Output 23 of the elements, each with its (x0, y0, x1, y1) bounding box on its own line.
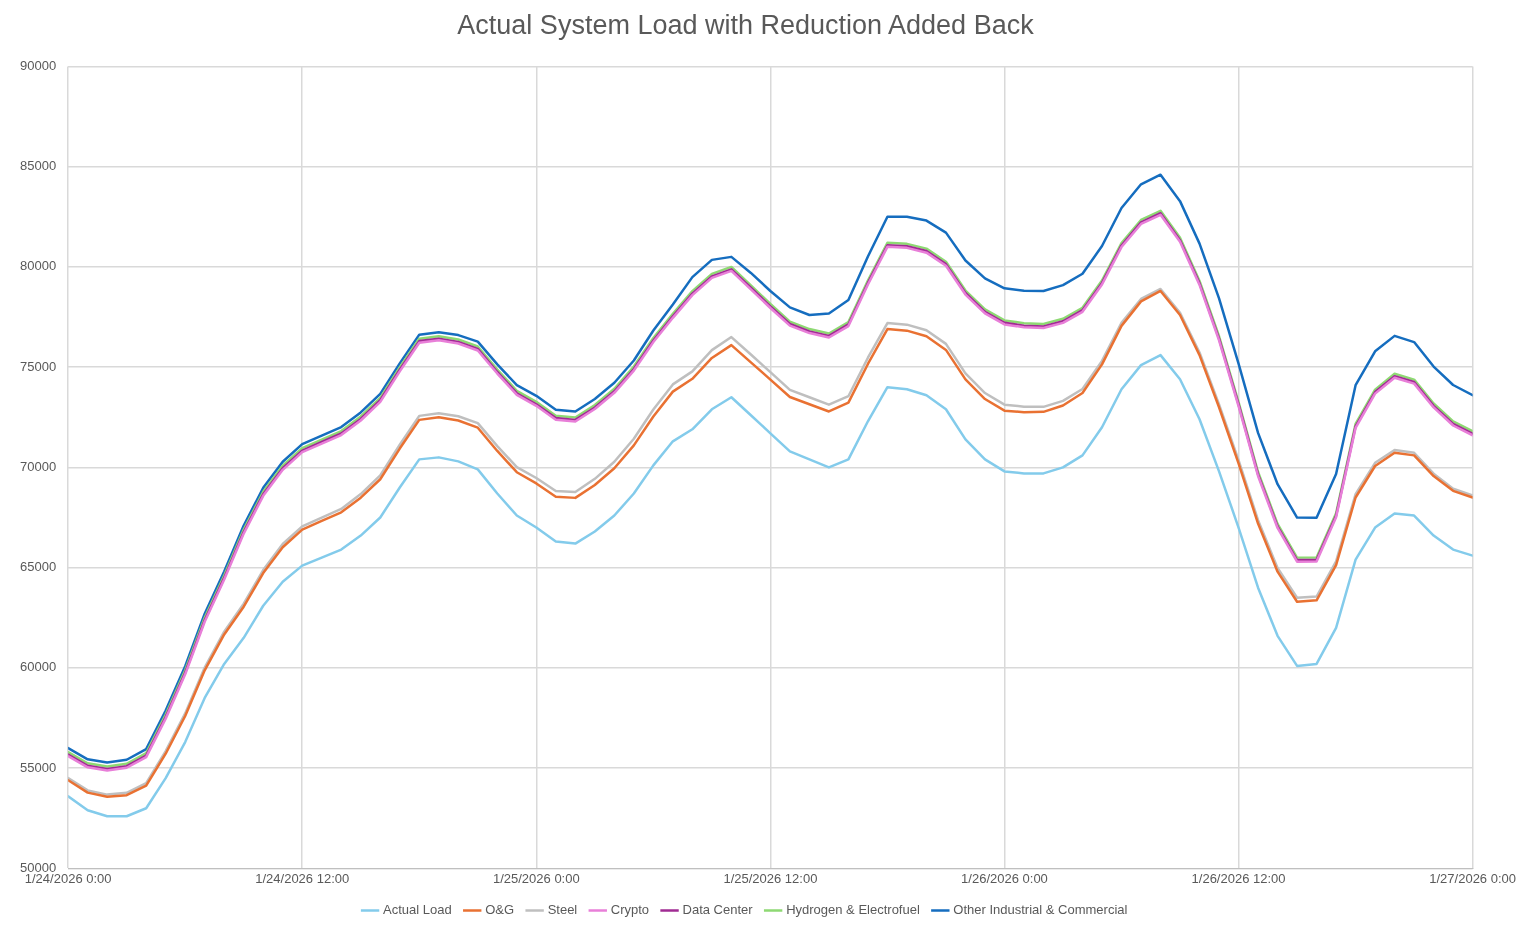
legend-label: Hydrogen & Electrofuel (786, 902, 920, 918)
legend-label: O&G (485, 902, 515, 918)
y-tick-label: 55000 (19, 759, 57, 775)
y-tick-label: 70000 (19, 458, 57, 474)
y-tick-label: 50000 (19, 859, 57, 875)
legend-label: Other Industrial & Commercial (953, 902, 1128, 918)
x-tick-label: 1/24/2026 12:00 (255, 870, 350, 886)
y-tick-label: 60000 (19, 659, 57, 675)
y-tick-label: 80000 (19, 258, 57, 274)
legend-label: Actual Load (383, 902, 452, 918)
legend-label: Data Center (682, 902, 754, 918)
legend-label: Crypto (610, 902, 650, 918)
x-tick-label: 1/25/2026 12:00 (723, 870, 818, 886)
chart-title: Actual System Load with Reduction Added Back (457, 9, 1035, 40)
x-tick-label: 1/26/2026 0:00 (961, 870, 1048, 886)
x-tick-label: 1/25/2026 0:00 (492, 870, 580, 886)
x-tick-label: 1/26/2026 12:00 (1191, 870, 1286, 886)
y-tick-label: 75000 (19, 358, 57, 374)
x-tick-label: 1/27/2026 0:00 (1429, 870, 1516, 886)
y-tick-label: 65000 (19, 559, 57, 575)
y-tick-label: 90000 (19, 57, 57, 73)
y-tick-label: 85000 (19, 158, 57, 174)
legend-label: Steel (547, 902, 578, 918)
